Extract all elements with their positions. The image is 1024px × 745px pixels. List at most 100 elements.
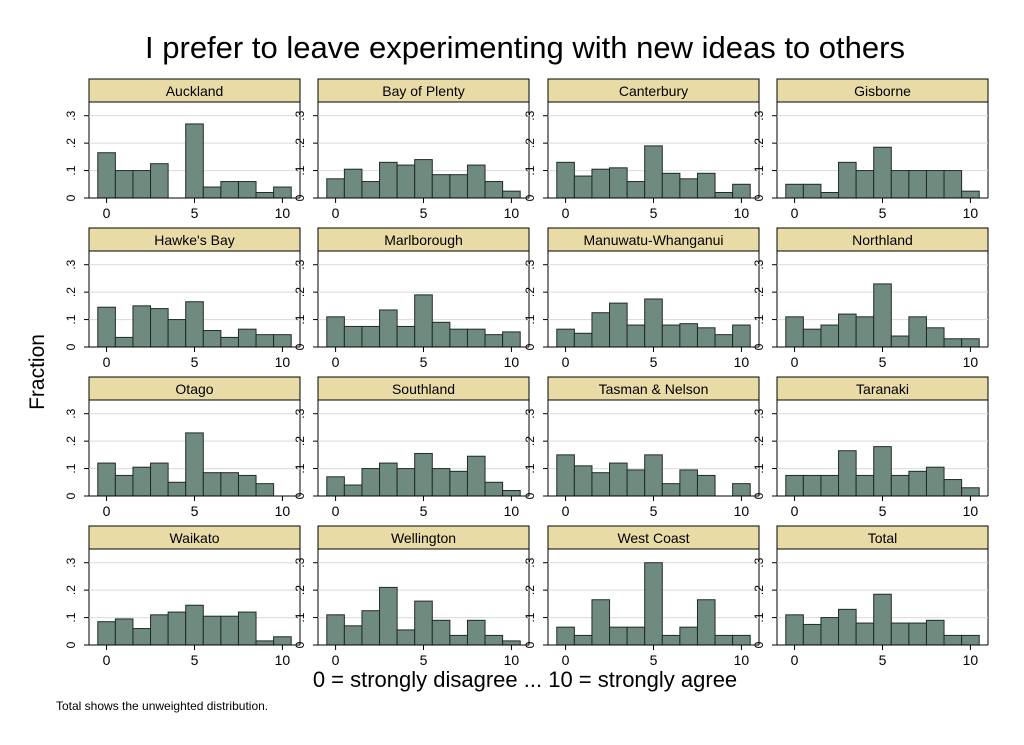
y-tick-label: .2 <box>752 138 766 148</box>
bar <box>661 324 681 348</box>
panel-title: Otago <box>175 381 213 397</box>
bar <box>431 468 451 497</box>
bar <box>556 328 575 348</box>
y-tick-label: .3 <box>293 557 307 567</box>
bar <box>573 634 593 646</box>
bar <box>732 634 751 646</box>
bar <box>679 626 698 646</box>
bar <box>414 600 433 646</box>
bar <box>114 170 134 199</box>
bar <box>838 161 857 199</box>
y-tick-label: .1 <box>293 314 307 324</box>
panel-gisborne: Gisborne 0 .1 .2 .3 0 5 10 <box>752 78 989 221</box>
y-tick-label: .1 <box>523 612 537 622</box>
y-tick-label: 0 <box>64 343 78 350</box>
bar <box>556 454 575 497</box>
bar <box>873 283 892 348</box>
panel-southland: Southland 0 .1 .2 .3 0 5 10 <box>293 376 530 519</box>
bar <box>150 308 169 348</box>
bar <box>343 168 363 199</box>
bar <box>150 614 169 646</box>
bar <box>255 640 275 646</box>
bar <box>273 636 292 646</box>
y-tick-label: .3 <box>523 110 537 120</box>
panel-title: Taranaki <box>856 381 909 397</box>
x-tick-label: 0 <box>103 503 111 519</box>
bar <box>890 474 910 497</box>
bar <box>644 454 663 497</box>
x-tick-label: 10 <box>963 205 979 221</box>
panel-tasman-nelson: Tasman & Nelson 0 .1 .2 .3 0 5 10 <box>523 376 760 519</box>
bar <box>150 163 169 199</box>
y-tick-label: .1 <box>752 463 766 473</box>
bar <box>361 181 381 199</box>
panels-grid: Auckland 0 .1 .2 .3 0 5 10 Bay of Plenty 0 .1 .2 .3 0… <box>64 78 989 668</box>
bar <box>802 328 822 348</box>
y-tick-label: 0 <box>293 343 307 350</box>
x-tick-label: 5 <box>420 205 428 221</box>
bar <box>502 331 521 348</box>
bar <box>343 625 363 646</box>
x-tick-label: 5 <box>650 503 658 519</box>
x-tick-label: 5 <box>191 205 199 221</box>
bar <box>785 316 804 348</box>
bar <box>414 452 433 497</box>
x-tick-label: 10 <box>275 205 291 221</box>
x-tick-label: 0 <box>791 205 799 221</box>
bar <box>167 611 187 646</box>
x-tick-label: 0 <box>791 354 799 370</box>
bar <box>132 305 152 348</box>
bar <box>431 174 451 199</box>
x-tick-label: 10 <box>504 205 520 221</box>
bar <box>802 183 822 199</box>
bar <box>449 174 468 199</box>
panel-title: Gisborne <box>854 83 911 99</box>
y-tick-label: .2 <box>293 287 307 297</box>
bar <box>908 622 927 646</box>
bar <box>609 626 628 646</box>
y-tick-label: .2 <box>752 436 766 446</box>
x-tick-label: 10 <box>734 354 750 370</box>
x-tick-label: 10 <box>275 652 291 668</box>
panel-otago: Otago 0 .1 .2 .3 0 5 10 <box>64 376 301 519</box>
bar <box>449 328 468 348</box>
x-tick-label: 10 <box>504 652 520 668</box>
panel-header <box>776 78 989 103</box>
panel-title: Canterbury <box>619 83 688 99</box>
x-tick-label: 5 <box>191 652 199 668</box>
panel-title: Northland <box>852 232 913 248</box>
panel-header <box>547 227 760 252</box>
x-tick-label: 5 <box>420 354 428 370</box>
bar <box>466 455 486 497</box>
bar <box>626 324 646 348</box>
panel-waikato: Waikato 0 .1 .2 .3 0 5 10 <box>64 525 301 668</box>
bar <box>609 167 628 199</box>
bar <box>943 634 963 646</box>
bar <box>150 462 169 497</box>
x-tick-label: 0 <box>103 354 111 370</box>
bar <box>573 332 593 348</box>
y-tick-label: .2 <box>752 585 766 595</box>
bar <box>220 615 239 646</box>
y-tick-label: .3 <box>293 110 307 120</box>
x-tick-label: 10 <box>734 503 750 519</box>
panel-title: Tasman & Nelson <box>599 381 709 397</box>
panel-title: Manuwatu-Whanganui <box>583 232 723 248</box>
bar <box>732 183 751 199</box>
bar <box>466 619 486 646</box>
panel-header <box>317 78 530 103</box>
bar <box>220 181 239 199</box>
x-tick-label: 10 <box>734 652 750 668</box>
panel-header <box>317 525 530 550</box>
bar <box>396 629 416 646</box>
bar <box>132 466 152 497</box>
y-tick-label: 0 <box>752 343 766 350</box>
bar <box>644 298 663 348</box>
bar <box>396 325 416 348</box>
y-tick-label: .2 <box>523 287 537 297</box>
bar <box>255 483 275 497</box>
bar <box>855 474 875 497</box>
bar <box>890 170 910 199</box>
bar <box>785 474 804 497</box>
